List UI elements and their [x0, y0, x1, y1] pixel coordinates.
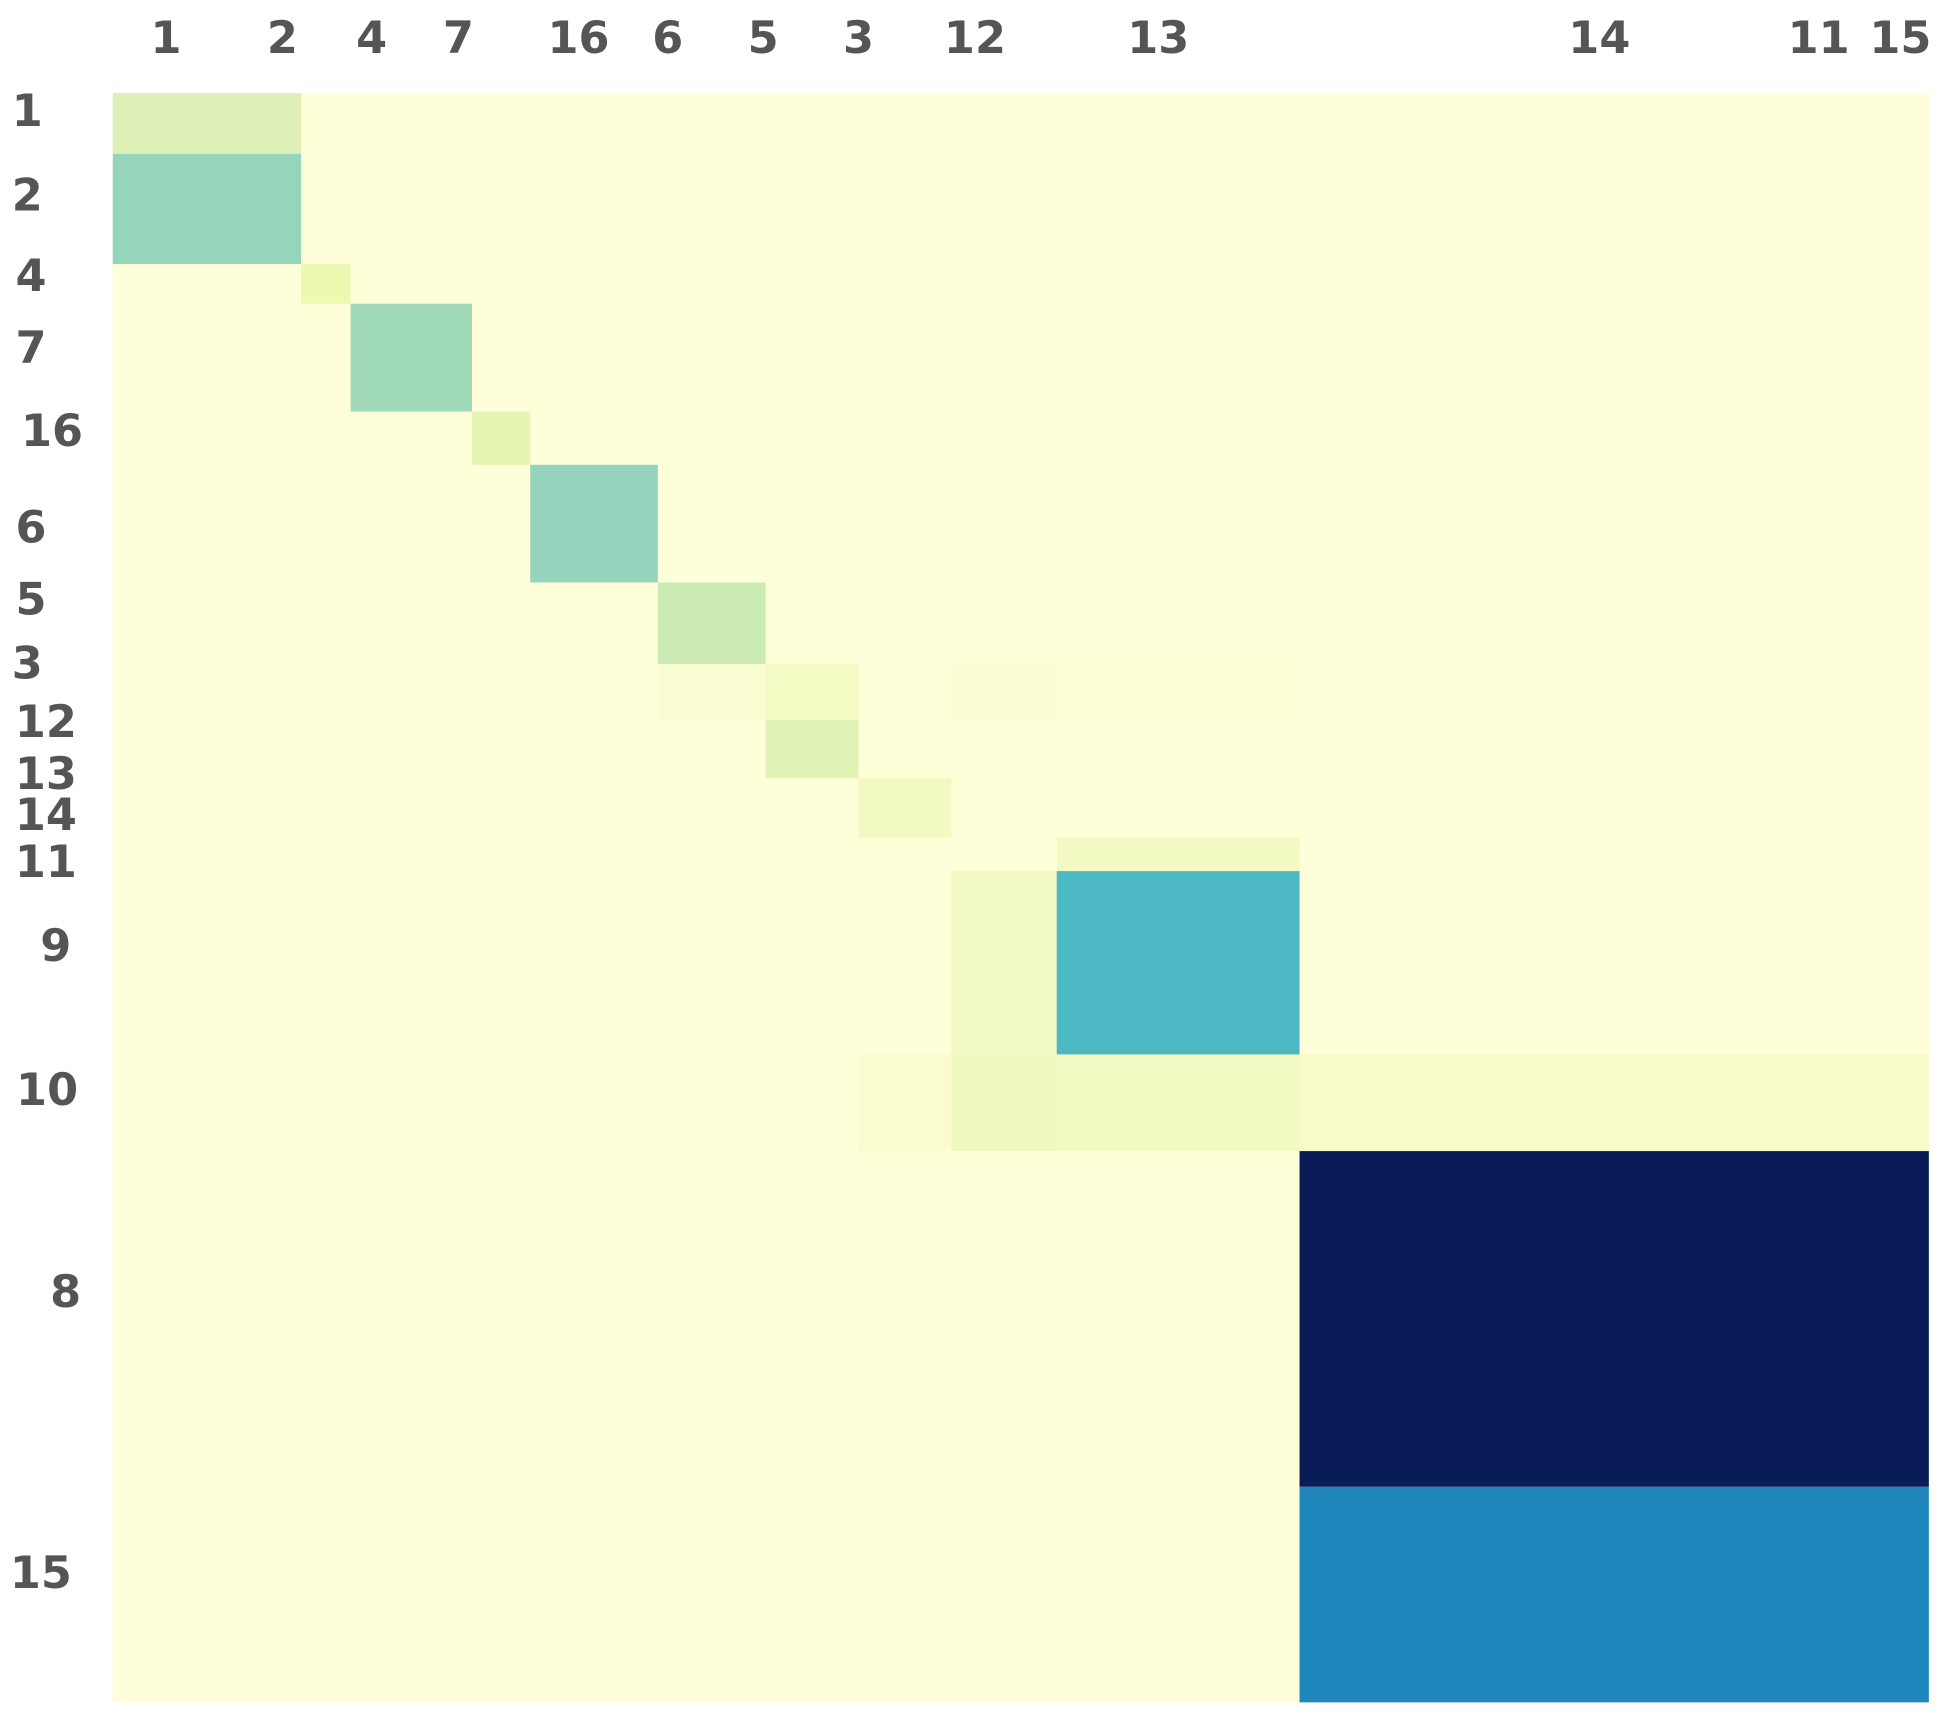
block — [657, 664, 766, 720]
row-label: 5 — [15, 573, 46, 625]
block — [112, 153, 302, 265]
column-label: 11 — [1788, 12, 1850, 64]
column-label: 13 — [1127, 12, 1189, 64]
row-label: 14 — [15, 789, 77, 841]
block — [765, 664, 859, 720]
row-label: 3 — [12, 638, 43, 690]
row-label: 16 — [21, 405, 83, 457]
column-label: 12 — [944, 12, 1006, 64]
row-label: 12 — [15, 696, 77, 748]
block — [657, 582, 766, 665]
column-label: 1 — [150, 12, 181, 64]
block — [1056, 1054, 1300, 1152]
block — [951, 871, 1057, 1055]
column-label: 16 — [548, 12, 610, 64]
block — [951, 1054, 1057, 1152]
column-label: 15 — [1869, 12, 1931, 64]
column-labels: 1 2 4 7 16 6 5 3 12 13 14 11 15 — [150, 12, 1931, 64]
column-label: 5 — [748, 12, 779, 64]
row-label: 11 — [15, 836, 77, 888]
matrix-blocks — [112, 93, 1929, 1703]
block — [1056, 871, 1300, 1055]
row-label: 4 — [15, 250, 46, 302]
block — [112, 93, 302, 154]
block — [1299, 1054, 1929, 1152]
block — [765, 719, 859, 779]
column-label: 2 — [267, 12, 298, 64]
row-label: 8 — [50, 1266, 81, 1318]
block — [858, 1054, 952, 1152]
column-label: 4 — [356, 12, 387, 64]
row-label: 7 — [15, 322, 46, 374]
column-label: 6 — [652, 12, 683, 64]
row-label: 10 — [16, 1064, 78, 1116]
row-label: 2 — [12, 169, 43, 221]
block — [1056, 664, 1300, 720]
column-label: 3 — [843, 12, 874, 64]
column-label: 7 — [443, 12, 474, 64]
block — [350, 303, 472, 412]
row-label: 6 — [15, 501, 46, 553]
column-label: 14 — [1568, 12, 1630, 64]
row-label: 1 — [12, 85, 43, 137]
block — [1299, 1486, 1929, 1703]
block — [301, 264, 351, 304]
block — [1299, 1151, 1929, 1487]
row-label: 13 — [15, 748, 77, 800]
block — [471, 411, 531, 465]
block — [858, 778, 952, 838]
row-label: 15 — [10, 1547, 72, 1599]
block — [951, 664, 1057, 720]
block — [530, 464, 658, 583]
block — [1056, 837, 1300, 872]
row-label: 9 — [40, 920, 71, 972]
